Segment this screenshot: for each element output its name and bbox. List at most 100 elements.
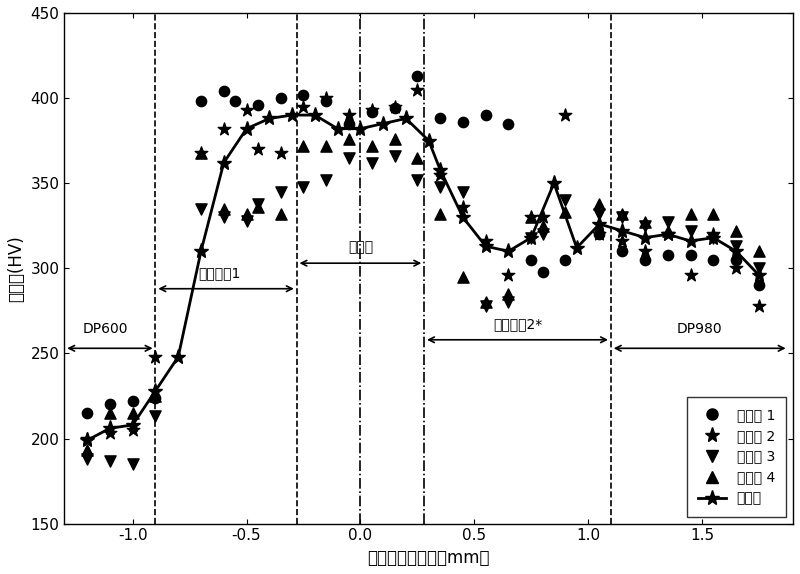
Point: [502, 298, 515, 307]
Point: [240, 216, 253, 225]
Point: [525, 255, 538, 265]
Point: [662, 250, 674, 259]
Point: [251, 199, 264, 208]
Point: [411, 85, 424, 94]
Point: [525, 212, 538, 222]
Point: [502, 119, 515, 128]
Point: [274, 94, 287, 103]
Text: 熔池区: 熔池区: [348, 241, 373, 255]
Point: [274, 210, 287, 219]
Point: [593, 210, 606, 219]
Point: [218, 212, 230, 222]
Point: [707, 210, 720, 219]
Point: [366, 158, 378, 168]
Point: [103, 456, 116, 466]
Point: [730, 255, 742, 265]
Point: [457, 203, 470, 212]
Point: [320, 175, 333, 184]
Point: [297, 90, 310, 99]
Point: [81, 434, 94, 443]
Point: [525, 212, 538, 222]
Point: [218, 87, 230, 96]
Point: [388, 102, 401, 111]
Point: [297, 141, 310, 150]
Point: [240, 106, 253, 115]
Point: [434, 182, 446, 191]
Point: [434, 210, 446, 219]
Point: [638, 218, 651, 227]
Point: [525, 233, 538, 242]
Point: [81, 455, 94, 464]
Point: [559, 196, 572, 205]
Point: [126, 459, 139, 468]
Point: [366, 107, 378, 117]
Point: [536, 230, 549, 239]
Point: [194, 148, 207, 157]
Point: [684, 210, 697, 219]
Point: [616, 212, 629, 222]
Point: [320, 141, 333, 150]
Point: [103, 408, 116, 417]
Text: DP980: DP980: [677, 323, 722, 336]
Point: [149, 393, 162, 402]
Point: [194, 97, 207, 106]
Point: [149, 391, 162, 401]
Text: DP600: DP600: [82, 323, 128, 336]
Point: [707, 233, 720, 242]
Point: [707, 230, 720, 239]
Point: [81, 408, 94, 417]
Point: [684, 226, 697, 235]
Point: [457, 272, 470, 281]
Text: 热影响区1: 热影响区1: [198, 266, 240, 280]
Point: [502, 289, 515, 298]
Point: [479, 236, 492, 246]
Point: [411, 175, 424, 184]
Point: [126, 408, 139, 417]
Point: [730, 242, 742, 251]
Point: [753, 281, 766, 290]
Point: [251, 203, 264, 212]
Point: [274, 148, 287, 157]
Point: [194, 204, 207, 214]
X-axis label: 离焊缝中心距离（mm）: 离焊缝中心距离（mm）: [367, 549, 490, 567]
Point: [753, 247, 766, 256]
Point: [479, 110, 492, 119]
Point: [320, 97, 333, 106]
Point: [536, 221, 549, 230]
Point: [559, 255, 572, 265]
Point: [388, 104, 401, 113]
Point: [707, 255, 720, 265]
Point: [251, 100, 264, 110]
Point: [638, 221, 651, 230]
Point: [126, 425, 139, 435]
Point: [218, 124, 230, 133]
Point: [536, 267, 549, 276]
Point: [388, 152, 401, 161]
Point: [559, 208, 572, 217]
Legend: 测试线 1, 测试线 2, 测试线 3, 测试线 4, 平均値: 测试线 1, 测试线 2, 测试线 3, 测试线 4, 平均値: [686, 397, 786, 517]
Point: [638, 247, 651, 256]
Text: 热影响区2*: 热影响区2*: [493, 317, 542, 331]
Point: [730, 263, 742, 273]
Point: [411, 153, 424, 162]
Point: [593, 230, 606, 239]
Point: [502, 270, 515, 280]
Point: [320, 94, 333, 103]
Point: [411, 71, 424, 80]
Point: [388, 134, 401, 144]
Point: [366, 141, 378, 150]
Point: [593, 230, 606, 239]
Point: [457, 117, 470, 126]
Point: [103, 429, 116, 438]
Point: [342, 134, 355, 144]
Point: [274, 187, 287, 196]
Point: [434, 114, 446, 123]
Point: [457, 187, 470, 196]
Point: [684, 270, 697, 280]
Point: [753, 263, 766, 273]
Point: [662, 218, 674, 227]
Point: [149, 412, 162, 421]
Point: [218, 204, 230, 214]
Point: [536, 212, 549, 222]
Point: [434, 170, 446, 179]
